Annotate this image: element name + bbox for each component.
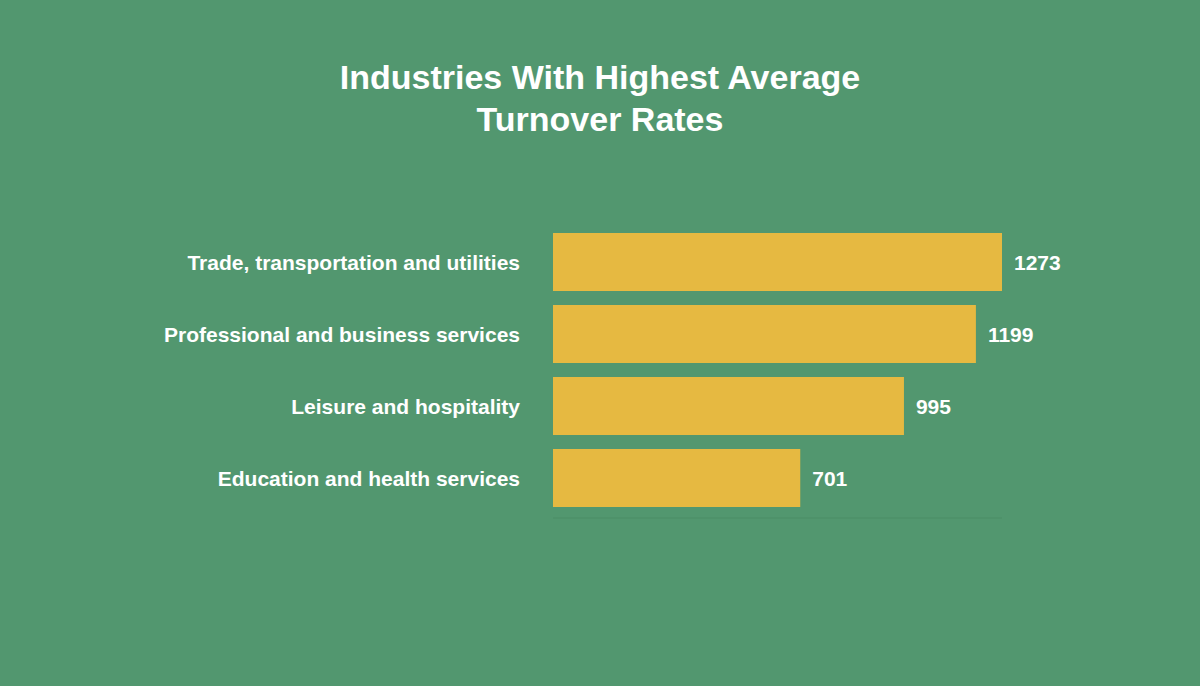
category-label: Education and health services — [218, 467, 520, 490]
data-label: 1273 — [1014, 251, 1061, 274]
category-label: Leisure and hospitality — [291, 395, 520, 418]
category-label: Professional and business services — [164, 323, 520, 346]
data-label: 1199 — [988, 323, 1034, 346]
chart-svg: Trade, transportation and utilities 1273 P… — [0, 0, 1200, 686]
bar — [553, 449, 800, 507]
category-label: Trade, transportation and utilities — [187, 251, 520, 274]
x-axis-line — [553, 518, 1002, 519]
bar — [553, 305, 976, 363]
chart-title: Industries With Highest Average Turnover… — [280, 56, 920, 140]
data-label: 701 — [812, 467, 847, 490]
bars — [553, 233, 1002, 507]
bar — [553, 377, 904, 435]
bar — [553, 233, 1002, 291]
data-label: 995 — [916, 395, 951, 418]
